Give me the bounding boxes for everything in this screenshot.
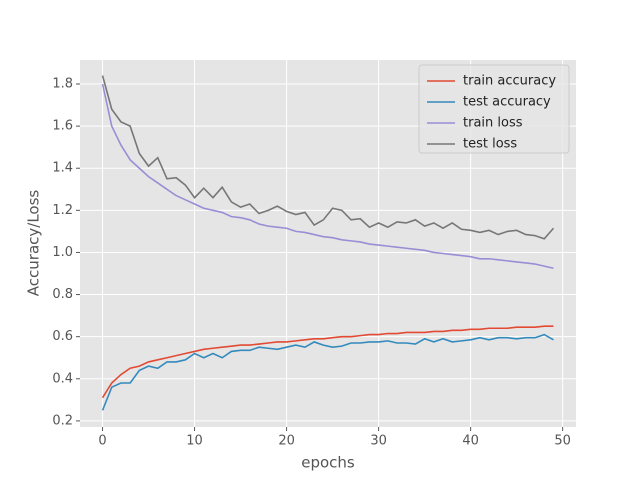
y-tick-label: 1.2 bbox=[52, 203, 73, 218]
y-tick-label: 0.2 bbox=[52, 413, 73, 428]
line-series bbox=[101, 333, 554, 411]
y-tick-label: 1.4 bbox=[52, 161, 73, 176]
line-series bbox=[101, 325, 554, 399]
line-series bbox=[101, 75, 555, 240]
y-tick-label: 1.0 bbox=[52, 245, 73, 260]
y-tick-label: 0.8 bbox=[52, 287, 73, 302]
y-tick-label: 1.6 bbox=[52, 119, 73, 134]
x-tick-label: 20 bbox=[278, 434, 295, 449]
y-tick-label: 0.4 bbox=[52, 371, 73, 386]
x-tick-label: 10 bbox=[186, 434, 203, 449]
legend-label: train loss bbox=[463, 116, 523, 131]
y-tick-label: 0.6 bbox=[52, 329, 73, 344]
legend-box bbox=[418, 64, 570, 154]
y-tick-label: 1.8 bbox=[52, 77, 73, 92]
x-tick-label: 40 bbox=[462, 434, 479, 449]
legend-label: train accuracy bbox=[463, 74, 556, 89]
x-tick-label: 50 bbox=[554, 434, 571, 449]
legend-label: test accuracy bbox=[463, 95, 551, 110]
y-axis-label: Accuracy/Loss bbox=[25, 190, 43, 297]
line-series bbox=[101, 83, 554, 270]
legend-label: test loss bbox=[463, 137, 517, 152]
x-tick-label: 30 bbox=[370, 434, 387, 449]
x-tick-label: 0 bbox=[98, 434, 106, 449]
x-axis-label: epochs bbox=[301, 454, 355, 472]
